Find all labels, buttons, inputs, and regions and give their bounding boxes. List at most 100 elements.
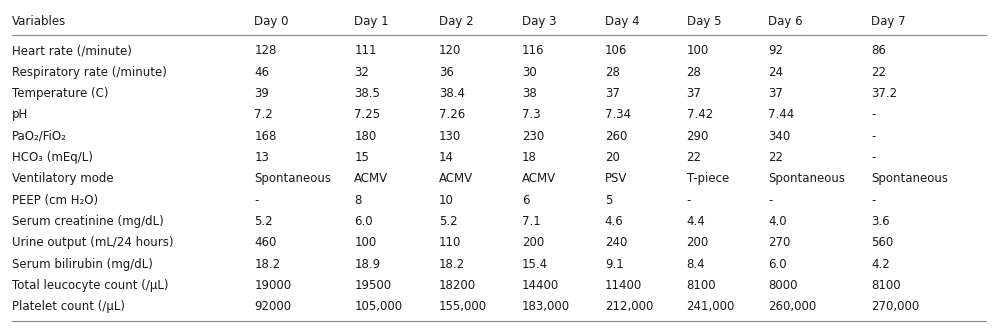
Text: Day 2: Day 2	[439, 15, 474, 28]
Text: 37: 37	[605, 87, 620, 100]
Text: 11400: 11400	[605, 279, 642, 292]
Text: 92: 92	[768, 45, 783, 57]
Text: 22: 22	[768, 151, 783, 164]
Text: 20: 20	[605, 151, 620, 164]
Text: 200: 200	[687, 236, 709, 249]
Text: 290: 290	[687, 130, 709, 143]
Text: 5.2: 5.2	[439, 215, 458, 228]
Text: 270: 270	[768, 236, 790, 249]
Text: 6.0: 6.0	[354, 215, 373, 228]
Text: -: -	[687, 194, 691, 207]
Text: 19500: 19500	[354, 279, 391, 292]
Text: 32: 32	[354, 66, 369, 79]
Text: 14400: 14400	[522, 279, 559, 292]
Text: 38: 38	[522, 87, 537, 100]
Text: 4.2: 4.2	[871, 258, 890, 271]
Text: 8.4: 8.4	[687, 258, 706, 271]
Text: 155,000: 155,000	[439, 300, 487, 313]
Text: -: -	[871, 194, 875, 207]
Text: 18200: 18200	[439, 279, 476, 292]
Text: -: -	[254, 194, 258, 207]
Text: 200: 200	[522, 236, 544, 249]
Text: 111: 111	[354, 45, 377, 57]
Text: 230: 230	[522, 130, 544, 143]
Text: 6: 6	[522, 194, 530, 207]
Text: 7.3: 7.3	[522, 108, 541, 121]
Text: Day 7: Day 7	[871, 15, 906, 28]
Text: 18: 18	[522, 151, 537, 164]
Text: 7.25: 7.25	[354, 108, 380, 121]
Text: 15.4: 15.4	[522, 258, 548, 271]
Text: Spontaneous: Spontaneous	[254, 172, 331, 185]
Text: 24: 24	[768, 66, 783, 79]
Text: 9.1: 9.1	[605, 258, 624, 271]
Text: 4.0: 4.0	[768, 215, 787, 228]
Text: -: -	[871, 130, 875, 143]
Text: 8100: 8100	[871, 279, 901, 292]
Text: 14: 14	[439, 151, 454, 164]
Text: Day 6: Day 6	[768, 15, 803, 28]
Text: pH: pH	[12, 108, 28, 121]
Text: 28: 28	[687, 66, 702, 79]
Text: 19000: 19000	[254, 279, 291, 292]
Text: PaO₂/FiO₂: PaO₂/FiO₂	[12, 130, 67, 143]
Text: 6.0: 6.0	[768, 258, 787, 271]
Text: 8: 8	[354, 194, 361, 207]
Text: 270,000: 270,000	[871, 300, 919, 313]
Text: 340: 340	[768, 130, 790, 143]
Text: 100: 100	[687, 45, 709, 57]
Text: 128: 128	[254, 45, 276, 57]
Text: 241,000: 241,000	[687, 300, 735, 313]
Text: Ventilatory mode: Ventilatory mode	[12, 172, 114, 185]
Text: Spontaneous: Spontaneous	[768, 172, 845, 185]
Text: 30: 30	[522, 66, 537, 79]
Text: 183,000: 183,000	[522, 300, 570, 313]
Text: 18.2: 18.2	[439, 258, 465, 271]
Text: 106: 106	[605, 45, 627, 57]
Text: 105,000: 105,000	[354, 300, 402, 313]
Text: HCO₃ (mEq/L): HCO₃ (mEq/L)	[12, 151, 93, 164]
Text: 28: 28	[605, 66, 620, 79]
Text: 168: 168	[254, 130, 276, 143]
Text: Day 1: Day 1	[354, 15, 389, 28]
Text: Serum creatinine (mg/dL): Serum creatinine (mg/dL)	[12, 215, 164, 228]
Text: 260: 260	[605, 130, 627, 143]
Text: -: -	[871, 108, 875, 121]
Text: 7.2: 7.2	[254, 108, 273, 121]
Text: Respiratory rate (/minute): Respiratory rate (/minute)	[12, 66, 167, 79]
Text: 100: 100	[354, 236, 376, 249]
Text: T-piece: T-piece	[687, 172, 729, 185]
Text: 38.5: 38.5	[354, 87, 380, 100]
Text: 7.34: 7.34	[605, 108, 631, 121]
Text: ACMV: ACMV	[439, 172, 473, 185]
Text: Variables: Variables	[12, 15, 66, 28]
Text: 5.2: 5.2	[254, 215, 273, 228]
Text: -: -	[871, 151, 875, 164]
Text: 22: 22	[871, 66, 886, 79]
Text: 7.44: 7.44	[768, 108, 794, 121]
Text: 460: 460	[254, 236, 276, 249]
Text: 4.4: 4.4	[687, 215, 706, 228]
Text: Serum bilirubin (mg/dL): Serum bilirubin (mg/dL)	[12, 258, 153, 271]
Text: 15: 15	[354, 151, 369, 164]
Text: 180: 180	[354, 130, 376, 143]
Text: Day 5: Day 5	[687, 15, 722, 28]
Text: 38.4: 38.4	[439, 87, 465, 100]
Text: 8000: 8000	[768, 279, 798, 292]
Text: -: -	[768, 194, 772, 207]
Text: 260,000: 260,000	[768, 300, 816, 313]
Text: 560: 560	[871, 236, 893, 249]
Text: PEEP (cm H₂O): PEEP (cm H₂O)	[12, 194, 98, 207]
Text: ACMV: ACMV	[354, 172, 388, 185]
Text: Platelet count (/μL): Platelet count (/μL)	[12, 300, 125, 313]
Text: Day 0: Day 0	[254, 15, 289, 28]
Text: 36: 36	[439, 66, 454, 79]
Text: 46: 46	[254, 66, 269, 79]
Text: 37: 37	[687, 87, 702, 100]
Text: 240: 240	[605, 236, 627, 249]
Text: 10: 10	[439, 194, 454, 207]
Text: 8100: 8100	[687, 279, 717, 292]
Text: Spontaneous: Spontaneous	[871, 172, 948, 185]
Text: 39: 39	[254, 87, 269, 100]
Text: 37.2: 37.2	[871, 87, 897, 100]
